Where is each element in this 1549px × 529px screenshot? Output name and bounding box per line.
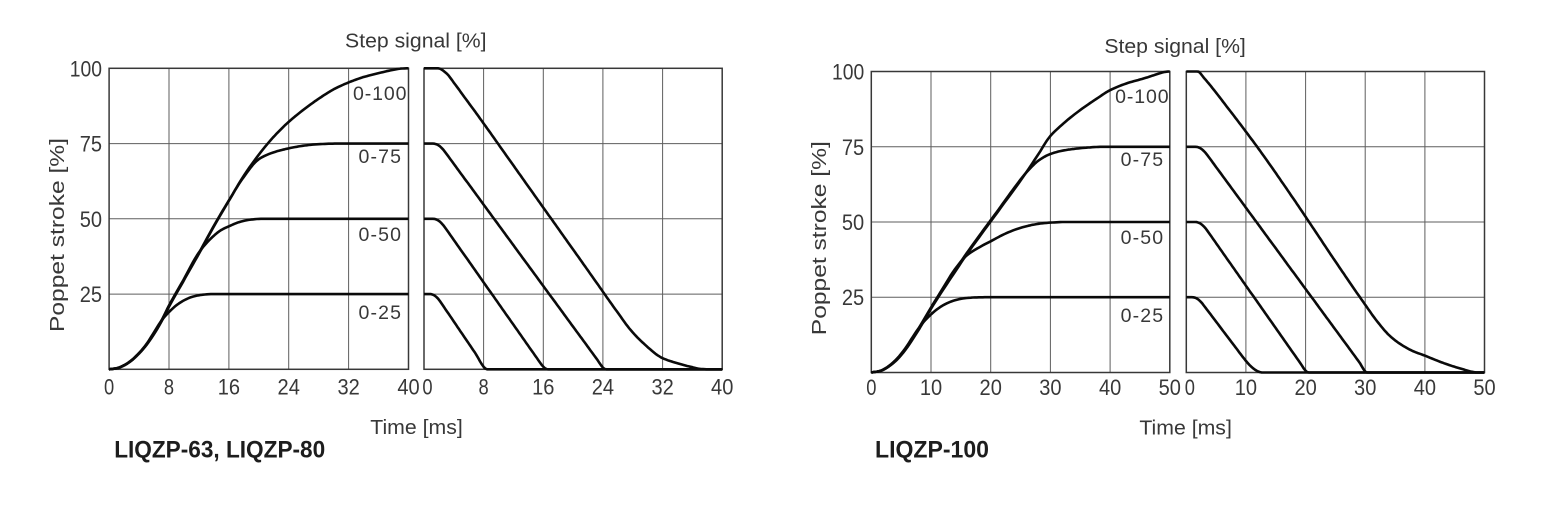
svg-text:50: 50 (1159, 375, 1181, 400)
svg-text:32: 32 (651, 375, 673, 400)
svg-text:0-25: 0-25 (358, 302, 401, 324)
svg-text:100: 100 (832, 60, 864, 85)
svg-text:0-25: 0-25 (1121, 305, 1164, 327)
svg-text:10: 10 (920, 375, 942, 400)
svg-text:40: 40 (711, 375, 733, 400)
svg-text:50: 50 (1473, 375, 1495, 400)
svg-text:100: 100 (70, 56, 102, 81)
svg-text:0: 0 (866, 375, 876, 400)
svg-text:16: 16 (218, 375, 240, 400)
svg-text:30: 30 (1039, 375, 1061, 400)
svg-text:40: 40 (1099, 375, 1121, 400)
svg-text:40: 40 (397, 375, 419, 400)
svg-text:LIQZP-100: LIQZP-100 (875, 436, 989, 463)
svg-text:75: 75 (80, 132, 102, 157)
svg-text:0-50: 0-50 (358, 224, 401, 246)
svg-text:50: 50 (80, 207, 102, 232)
svg-text:25: 25 (842, 285, 864, 310)
svg-text:0: 0 (422, 375, 432, 400)
svg-text:24: 24 (592, 375, 614, 400)
svg-text:Time [ms]: Time [ms] (1139, 418, 1232, 440)
svg-text:20: 20 (1294, 375, 1316, 400)
svg-text:0-100: 0-100 (1115, 86, 1169, 108)
svg-text:16: 16 (532, 375, 554, 400)
svg-text:Poppet stroke [%]: Poppet stroke [%] (47, 138, 69, 332)
svg-text:75: 75 (842, 135, 864, 160)
svg-text:8: 8 (164, 375, 174, 400)
svg-text:0: 0 (1185, 375, 1195, 400)
svg-text:Poppet stroke [%]: Poppet stroke [%] (809, 141, 831, 335)
svg-text:Time [ms]: Time [ms] (370, 417, 463, 439)
svg-text:LIQZP-63, LIQZP-80: LIQZP-63, LIQZP-80 (114, 436, 325, 463)
svg-text:0-75: 0-75 (1121, 149, 1164, 171)
svg-text:10: 10 (1235, 375, 1257, 400)
svg-text:40: 40 (1414, 375, 1436, 400)
svg-text:0: 0 (104, 375, 114, 400)
svg-text:30: 30 (1354, 375, 1376, 400)
svg-text:0-75: 0-75 (358, 146, 401, 168)
svg-text:24: 24 (278, 375, 300, 400)
svg-text:50: 50 (842, 210, 864, 235)
svg-text:32: 32 (337, 375, 359, 400)
svg-text:0-50: 0-50 (1121, 227, 1164, 249)
svg-text:Step signal [%]: Step signal [%] (345, 31, 487, 53)
svg-text:25: 25 (80, 282, 102, 307)
svg-text:8: 8 (479, 375, 489, 400)
svg-text:20: 20 (980, 375, 1002, 400)
svg-text:0-100: 0-100 (353, 83, 407, 105)
svg-text:Step signal [%]: Step signal [%] (1104, 36, 1246, 58)
